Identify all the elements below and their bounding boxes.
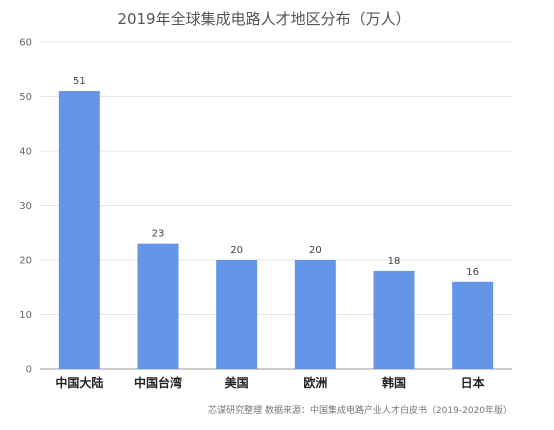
data-labels: 51 23 20 20 18 16	[73, 76, 479, 278]
data-label: 16	[466, 267, 479, 278]
bar	[137, 243, 179, 369]
chart-title: 2019年全球集成电路人才地区分布（万人）	[117, 10, 410, 28]
bar	[58, 91, 100, 370]
data-label: 23	[152, 229, 165, 240]
bar	[452, 281, 494, 369]
bars	[58, 91, 494, 370]
data-label: 20	[309, 245, 322, 256]
y-tick-label: 30	[19, 201, 32, 212]
data-label: 18	[388, 256, 401, 267]
y-tick-label: 40	[19, 147, 32, 158]
y-tick-label: 50	[19, 92, 32, 103]
gridlines	[40, 41, 512, 315]
x-tick-label: 韩国	[382, 375, 406, 390]
y-tick-label: 0	[26, 365, 32, 376]
y-axis-ticks: 0 10 20 30 40 50 60	[19, 38, 32, 376]
x-tick-label: 欧洲	[303, 375, 327, 390]
y-tick-label: 60	[19, 38, 32, 49]
x-tick-label: 中国大陆	[55, 375, 103, 390]
x-tick-label: 日本	[461, 375, 485, 390]
bar	[373, 270, 415, 369]
x-axis-ticks: 中国大陆 中国台湾 美国 欧洲 韩国 日本	[55, 375, 484, 390]
y-tick-label: 20	[19, 256, 32, 267]
x-tick-label: 美国	[225, 375, 249, 390]
source-note: 芯谋研究整理 数据来源：中国集成电路产业人才白皮书（2019-2020年版）	[208, 404, 512, 416]
data-label: 20	[230, 245, 243, 256]
data-label: 51	[73, 76, 86, 87]
bar	[294, 260, 336, 369]
x-tick-label: 中国台湾	[134, 375, 182, 390]
y-tick-label: 10	[19, 310, 32, 321]
bar	[216, 260, 258, 369]
